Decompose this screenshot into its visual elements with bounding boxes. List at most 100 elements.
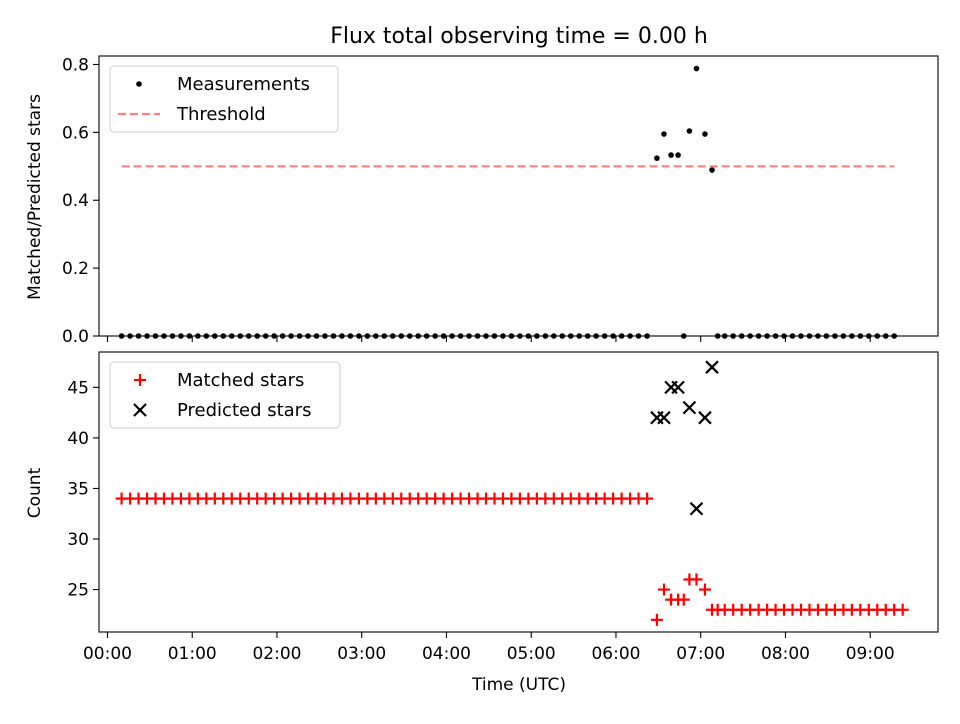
measurement-point	[440, 333, 447, 339]
measurement-point	[491, 333, 498, 339]
x-b	[698, 410, 712, 425]
x-tick-label: 00:00	[83, 644, 132, 664]
top-y-tick-label: 0.0	[62, 327, 89, 347]
measurement-point	[127, 333, 133, 339]
x-tick-label: 02:00	[252, 644, 301, 664]
measurement-point	[483, 333, 489, 339]
measurement-point	[305, 333, 311, 339]
top-y-axis-label: Matched/Predicted stars	[25, 94, 45, 300]
x-b	[682, 400, 697, 415]
measurement-point	[279, 333, 286, 339]
measurement-point	[271, 333, 277, 339]
measurement-point	[823, 333, 830, 339]
measurement-point	[781, 333, 787, 339]
measurement-point	[508, 333, 515, 339]
measurement-point	[432, 333, 438, 339]
matched-stars-point	[896, 603, 909, 616]
bottom-y-axis-label: Count	[25, 467, 45, 518]
measurement-point	[228, 333, 235, 339]
measurement-point	[693, 65, 700, 72]
x-tick-label: 07:00	[676, 644, 725, 664]
measurement-point	[738, 333, 745, 339]
bottom-y-tick-label: 45	[67, 378, 89, 398]
measurement-point	[627, 333, 633, 339]
legend-x-marker	[133, 403, 147, 417]
measurement-point	[398, 333, 405, 339]
measurement-point	[161, 333, 167, 339]
measurement-point	[635, 333, 642, 339]
measurement-point	[798, 333, 804, 339]
measurement-point	[661, 131, 667, 137]
top-y-tick-label: 0.6	[62, 123, 89, 143]
measurement-point	[654, 155, 660, 161]
bottom-panel: 25 30 35 40 45 00:00 01:00 02:00 03:00 04:00 05:00…	[67, 351, 939, 664]
predicted-stars-point	[682, 400, 697, 415]
measurement-point	[559, 333, 566, 339]
top-legend-frame	[109, 65, 339, 133]
measurement-point	[339, 333, 345, 339]
measurement-point	[702, 131, 708, 137]
measurement-point	[840, 333, 847, 339]
matched-stars-point	[698, 583, 711, 596]
x-b	[657, 410, 671, 425]
measurement-point	[457, 333, 464, 339]
measurement-point	[709, 167, 715, 173]
measurement-point	[245, 333, 252, 339]
x-b	[671, 380, 685, 395]
predicted-stars-point	[698, 410, 712, 425]
measurement-point	[423, 333, 430, 339]
measurement-point	[525, 333, 532, 339]
measurement-point	[118, 333, 125, 339]
measurement-point	[313, 333, 320, 339]
predicted-stars-point	[657, 410, 671, 425]
legend-label-threshold: Threshold	[176, 104, 266, 125]
measurement-point	[364, 333, 371, 339]
measurement-point	[517, 333, 523, 339]
matched-stars-point	[677, 593, 690, 606]
measurement-point	[381, 333, 388, 339]
measurement-point	[714, 333, 721, 339]
predicted-stars-point	[689, 501, 704, 516]
x-tick-label: 01:00	[168, 644, 217, 664]
measurement-point	[567, 333, 574, 339]
measurement-point	[330, 333, 337, 339]
measurement-point	[195, 333, 201, 339]
measurement-point	[296, 333, 303, 339]
top-y-tick-label: 0.4	[62, 191, 89, 211]
measurement-point	[832, 333, 838, 339]
measurement-point	[373, 333, 379, 339]
measurement-point	[389, 333, 396, 339]
measurement-point	[237, 333, 244, 339]
measurement-point	[169, 333, 176, 339]
measurement-point	[644, 333, 650, 339]
measurement-point	[322, 333, 328, 339]
measurement-point	[849, 333, 855, 339]
measurement-point	[874, 333, 881, 339]
top-y-tick-label: 0.2	[62, 259, 89, 279]
measurement-point	[288, 333, 294, 339]
measurement-point	[747, 333, 753, 339]
measurement-point	[668, 152, 674, 158]
measurement-point	[551, 333, 557, 339]
legend-dot-marker	[136, 81, 142, 87]
measurement-point	[186, 333, 193, 339]
measurement-point	[865, 333, 872, 339]
predicted-stars-point	[705, 360, 719, 374]
bottom-y-tick-label: 25	[67, 581, 89, 601]
measurement-point	[755, 333, 762, 339]
measurement-point	[542, 333, 549, 339]
top-y-tick-label: 0.8	[62, 55, 89, 75]
top-legend: Measurements Threshold	[109, 65, 339, 133]
measurement-point	[730, 333, 736, 339]
bottom-legend-frame	[109, 361, 341, 429]
measurement-point	[576, 333, 583, 339]
measurement-point	[721, 333, 728, 339]
measurement-point	[220, 333, 227, 339]
measurement-point	[474, 333, 481, 339]
x-tick-label: 09:00	[846, 644, 895, 664]
x-b	[705, 360, 719, 374]
measurement-point	[449, 333, 455, 339]
measurement-point	[135, 333, 142, 339]
measurement-point	[764, 333, 770, 339]
